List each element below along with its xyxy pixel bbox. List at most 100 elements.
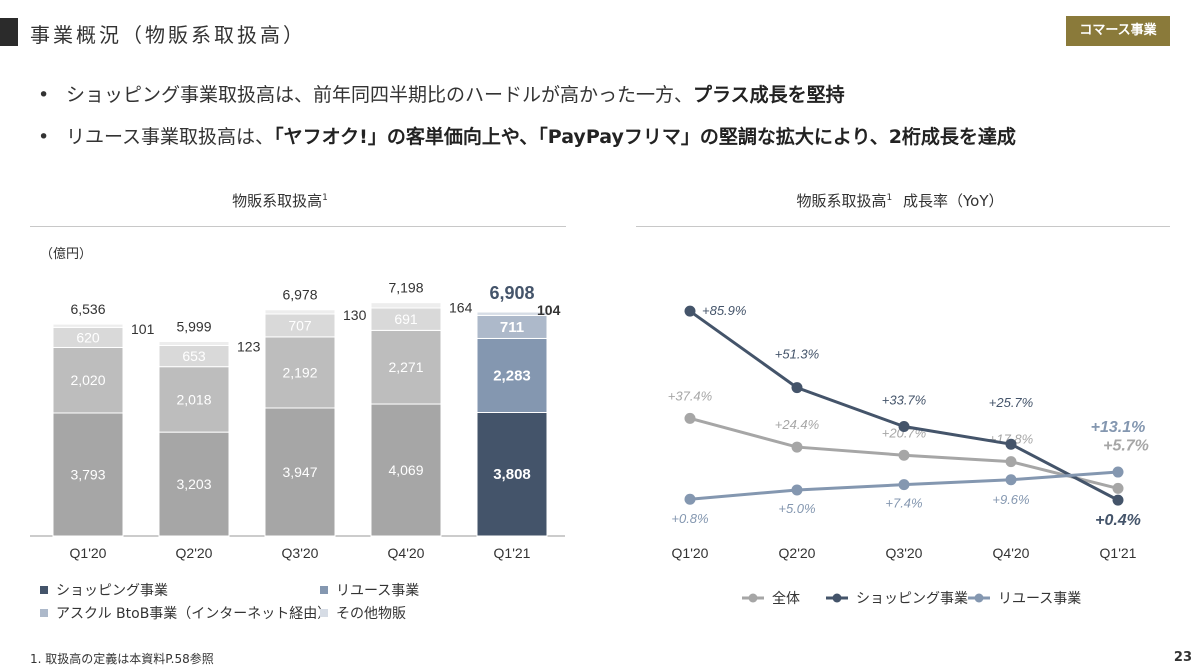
legend-label: その他物販 xyxy=(336,606,406,622)
line-point xyxy=(684,493,696,505)
bar-segment-other xyxy=(264,309,336,315)
bar-value-label: 620 xyxy=(76,329,100,345)
bar-value-label-other: 164 xyxy=(449,300,473,316)
bar-value-label-other: 130 xyxy=(343,307,367,323)
right-chart-title-rest: 成長率（YoY） xyxy=(903,192,1004,210)
bar-segment-other xyxy=(52,323,124,328)
bullet-text: ショッピング事業取扱高は、前年同四半期比のハードルが高かった一方、 xyxy=(66,84,694,106)
line-value-label: +25.7% xyxy=(989,395,1033,410)
legend-marker xyxy=(832,593,842,603)
legend-label: アスクル BtoB事業（インターネット経由） xyxy=(56,606,332,622)
bar-total-label: 6,978 xyxy=(282,287,317,303)
bar-value-label: 3,947 xyxy=(282,464,317,480)
left-chart-title: 物販系取扱高1 xyxy=(180,190,380,211)
legend-label: ショッピング事業 xyxy=(56,583,168,599)
line-point xyxy=(1005,474,1017,486)
bar-value-label: 3,203 xyxy=(176,476,211,492)
bullet-item: • ショッピング事業取扱高は、前年同四半期比のハードルが高かった一方、プラス成長… xyxy=(38,80,1178,110)
bar-total-label: 7,198 xyxy=(388,280,423,296)
x-tick-label: Q1'21 xyxy=(1100,545,1137,561)
line-point xyxy=(898,421,910,433)
bar-segment-reuse xyxy=(476,337,548,413)
bullet-item: • リユース事業取扱高は、「ヤフオク!」の客単価向上や、「PayPayフリマ」の… xyxy=(38,122,1178,152)
right-chart-title: 物販系取扱高1 成長率（YoY） xyxy=(700,190,1100,211)
bar-value-label: 711 xyxy=(500,319,524,336)
x-tick-label: Q1'20 xyxy=(672,545,709,561)
line-point xyxy=(791,382,803,394)
bar-total-label: 6,536 xyxy=(70,301,105,317)
line-value-label: +51.3% xyxy=(775,347,819,362)
x-tick-label: Q2'20 xyxy=(779,545,816,561)
x-tick-label: Q1'21 xyxy=(494,545,531,561)
legend-item-other: その他物販 xyxy=(320,603,406,623)
bar-total-label: 6,908 xyxy=(489,283,534,303)
bar-value-label: 2,192 xyxy=(282,364,317,380)
legend-label: リユース事業 xyxy=(336,583,420,599)
bar-value-label: 4,069 xyxy=(388,462,423,478)
bar-value-label: 2,020 xyxy=(70,372,105,388)
bar-segment-shopping xyxy=(158,431,230,537)
left-chart-divider xyxy=(30,226,566,227)
line-point xyxy=(898,449,910,461)
legend-item-shopping: ショッピング事業 xyxy=(40,580,168,600)
stacked-bar-chart: （億円） 3,793 2,020 620 101 6,536 Q1'20 3,203 2,018… xyxy=(30,246,565,561)
bar-value-label: 2,018 xyxy=(176,391,211,407)
line-value-label: +5.7% xyxy=(1103,437,1149,454)
line-point xyxy=(684,305,696,317)
bar-value-label: 3,808 xyxy=(493,466,531,483)
line-point xyxy=(1005,438,1017,450)
legend-swatch xyxy=(320,609,328,617)
line-value-label: +13.1% xyxy=(1091,419,1146,436)
legend-marker xyxy=(974,593,984,603)
right-chart-divider xyxy=(636,226,1170,227)
bar-value-label: 653 xyxy=(182,348,206,364)
x-tick-label: Q1'20 xyxy=(70,545,107,561)
unit-label: （億円） xyxy=(40,246,92,261)
bar-value-label-other: 123 xyxy=(237,339,261,355)
bullet-text: リユース事業取扱高は、 xyxy=(66,126,275,148)
line-value-label: +5.0% xyxy=(778,501,815,516)
bullet-dot: • xyxy=(38,84,50,106)
line-point xyxy=(1112,494,1124,506)
line-value-label: +9.6% xyxy=(992,492,1029,507)
bar-segment-shopping xyxy=(370,403,442,537)
page-title: 事業概況（物販系取扱高） xyxy=(30,23,306,47)
bullet-dot: • xyxy=(38,126,50,148)
legend-item-askul: アスクル BtoB事業（インターネット経由） xyxy=(40,603,331,623)
bar-value-label: 2,283 xyxy=(493,367,531,384)
footnote-marker: 1 xyxy=(886,193,893,203)
line-value-label: +85.9% xyxy=(702,303,746,318)
bar-value-label: 691 xyxy=(394,311,418,327)
title-accent-bar xyxy=(0,18,18,46)
bullet-list: • ショッピング事業取扱高は、前年同四半期比のハードルが高かった一方、プラス成長… xyxy=(38,80,1178,164)
legend-item-reuse: リユース事業 xyxy=(320,580,419,600)
bar-segment-shopping xyxy=(52,412,124,537)
line-value-label: +0.8% xyxy=(671,511,708,526)
page-number: 23 xyxy=(1173,650,1192,665)
line-point xyxy=(791,441,803,453)
bar-segment-reuse xyxy=(52,346,124,414)
x-tick-label: Q3'20 xyxy=(886,545,923,561)
bar-value-label-other: 101 xyxy=(131,321,155,337)
line-point xyxy=(791,484,803,496)
bar-segment-shopping xyxy=(264,407,336,537)
bar-segment-other xyxy=(476,311,548,316)
bar-value-label: 2,271 xyxy=(388,359,423,375)
legend-swatch xyxy=(40,609,48,617)
bar-segment-other xyxy=(158,341,230,346)
legend-swatch xyxy=(40,586,48,594)
legend-label: ショッピング事業 xyxy=(856,590,968,606)
legend-label: リユース事業 xyxy=(998,590,1081,606)
bar-segment-reuse xyxy=(264,336,336,409)
footnote: 1. 取扱高の定義は本資料P.58参照 xyxy=(30,652,214,666)
bar-total-label: 5,999 xyxy=(176,318,211,334)
left-chart-title-text: 物販系取扱高 xyxy=(232,192,323,210)
legend-marker xyxy=(748,593,758,603)
line-point xyxy=(898,479,910,491)
line-value-label: +24.4% xyxy=(775,417,819,432)
bullet-bold-text: 「ヤフオク!」の客単価向上や、「PayPayフリマ」の堅調な拡大により、2桁成長… xyxy=(274,126,1016,148)
bar-segment-shopping xyxy=(476,411,548,537)
line-point xyxy=(684,412,696,424)
right-chart-title-text: 物販系取扱高 xyxy=(796,192,887,210)
line-value-label: +0.4% xyxy=(1095,512,1141,529)
